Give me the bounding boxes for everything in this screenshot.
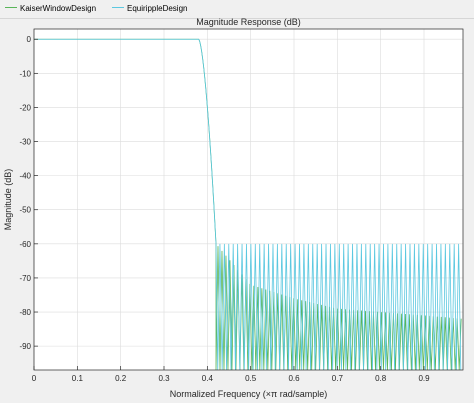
- series-line-equiripple: [34, 38, 462, 371]
- x-tick-label: 0.5: [245, 374, 257, 383]
- x-axis-label: Normalized Frequency (×π rad/sample): [170, 389, 328, 399]
- legend-entry-equiripple[interactable]: EquirippleDesign: [112, 2, 187, 16]
- y-tick-label: -90: [19, 342, 31, 351]
- x-tick-label: 0.7: [332, 374, 344, 383]
- series-layer: [34, 38, 462, 371]
- y-tick-label: -50: [19, 206, 31, 215]
- axis-ticks: 0 0.1 0.2 0.3 0.4 0.5 0.6 0.7 0.8 0.9 0 -10 -20 -30 -4…: [19, 35, 430, 383]
- x-tick-label: 0.4: [202, 374, 214, 383]
- x-tick-label: 0.1: [72, 374, 84, 383]
- y-tick-label: -70: [19, 274, 31, 283]
- y-tick-label: -10: [19, 69, 31, 78]
- legend: KaiserWindowDesign EquirippleDesign: [0, 0, 474, 19]
- y-axis-label: Magnitude (dB): [3, 169, 13, 231]
- plot-frame: [33, 28, 464, 371]
- y-tick-label: -40: [19, 172, 31, 181]
- legend-label-kaiser: KaiserWindowDesign: [20, 4, 97, 13]
- y-tick-label: 0: [27, 35, 32, 44]
- x-tick-label: 0.3: [158, 374, 170, 383]
- chart-title: Magnitude Response (dB): [196, 17, 301, 27]
- legend-entry-kaiser[interactable]: KaiserWindowDesign: [5, 2, 96, 16]
- plot-area: [34, 29, 463, 370]
- legend-label-equiripple: EquirippleDesign: [127, 4, 188, 13]
- x-tick-label: 0.6: [288, 374, 300, 383]
- x-tick-label: 0.2: [115, 374, 127, 383]
- legend-swatch-kaiser: [5, 7, 17, 9]
- y-tick-label: -20: [19, 103, 31, 112]
- x-tick-label: 0.9: [418, 374, 430, 383]
- y-tick-label: -30: [19, 138, 31, 147]
- y-tick-label: -80: [19, 308, 31, 317]
- legend-swatch-equiripple: [112, 7, 124, 9]
- x-tick-label: 0: [32, 374, 37, 383]
- x-tick-label: 0.8: [375, 374, 387, 383]
- y-tick-label: -60: [19, 240, 31, 249]
